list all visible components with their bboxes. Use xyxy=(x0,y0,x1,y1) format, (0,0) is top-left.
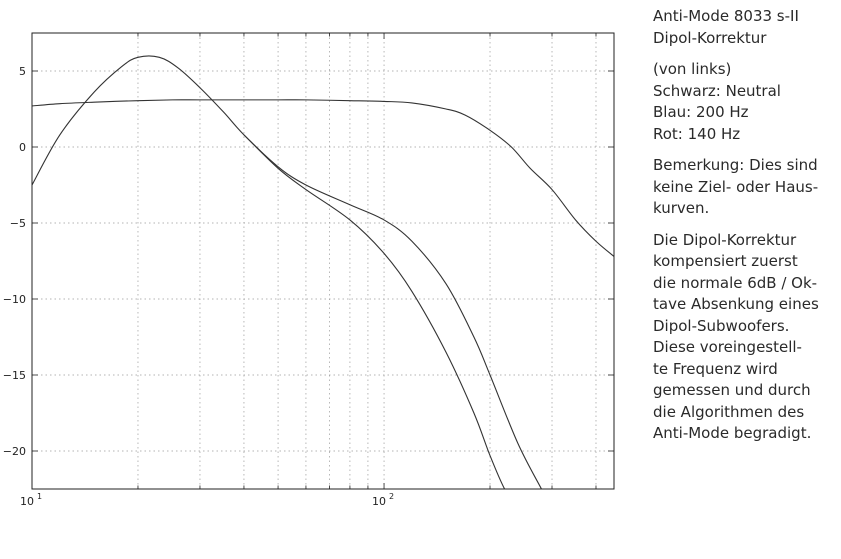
x-tick-label-exponent: 2 xyxy=(389,492,394,501)
y-tick-label: −5 xyxy=(10,217,26,230)
y-tick-label: −15 xyxy=(3,369,26,382)
legend-line: Blau: 200 Hz xyxy=(653,103,749,121)
description-line: gemessen und durch xyxy=(653,381,811,399)
y-tick-label: −10 xyxy=(3,293,26,306)
legend-line: Schwarz: Neutral xyxy=(653,81,781,100)
description-line: Dipol-Subwoofers. xyxy=(653,316,790,335)
x-tick-label: 10 xyxy=(372,495,386,508)
notes-remark: Bemerkung: Dies sind keine Ziel- oder Ha… xyxy=(653,155,839,220)
chart-notes-panel: Anti-Mode 8033 s-II Dipol-Korrektur (von… xyxy=(653,6,839,455)
description-line: die normale 6dB / Ok- xyxy=(653,273,818,292)
x-tick-label: 10 xyxy=(20,495,34,508)
series-line xyxy=(32,55,543,489)
notes-description: Die Dipol-Korrektur kompensiert zuerst d… xyxy=(653,230,839,445)
description-line: Anti-Mode begradigt. xyxy=(653,424,812,442)
y-tick-label: 0 xyxy=(19,141,26,154)
legend-line: Rot: 140 Hz xyxy=(653,124,741,143)
plot-frame xyxy=(31,32,615,490)
series-line xyxy=(243,134,506,489)
notes-title-line: Dipol-Korrektur xyxy=(653,28,767,47)
description-line: te Frequenz wird xyxy=(653,359,778,378)
description-line: Diese voreingestell- xyxy=(653,338,802,356)
x-tick-label-exponent: 1 xyxy=(37,492,42,501)
description-line: kompensiert zuerst xyxy=(653,252,798,270)
remark-line: Bemerkung: Dies sind xyxy=(653,156,818,174)
description-line: tave Absenkung eines xyxy=(653,295,819,313)
series-line xyxy=(32,99,614,257)
description-line: die Algorithmen des xyxy=(653,402,805,421)
notes-title-line: Anti-Mode 8033 s-II xyxy=(653,7,799,25)
chart-series xyxy=(32,55,614,489)
remark-line: keine Ziel- oder Haus- xyxy=(653,177,819,196)
description-line: Die Dipol-Korrektur xyxy=(653,230,797,249)
notes-title: Anti-Mode 8033 s-II Dipol-Korrektur xyxy=(653,6,839,49)
remark-line: kurven. xyxy=(653,199,710,217)
y-tick-label: 5 xyxy=(19,65,26,78)
notes-legend: (von links) Schwarz: Neutral Blau: 200 H… xyxy=(653,59,839,145)
y-tick-label: −20 xyxy=(3,445,26,458)
legend-line: (von links) xyxy=(653,60,732,78)
